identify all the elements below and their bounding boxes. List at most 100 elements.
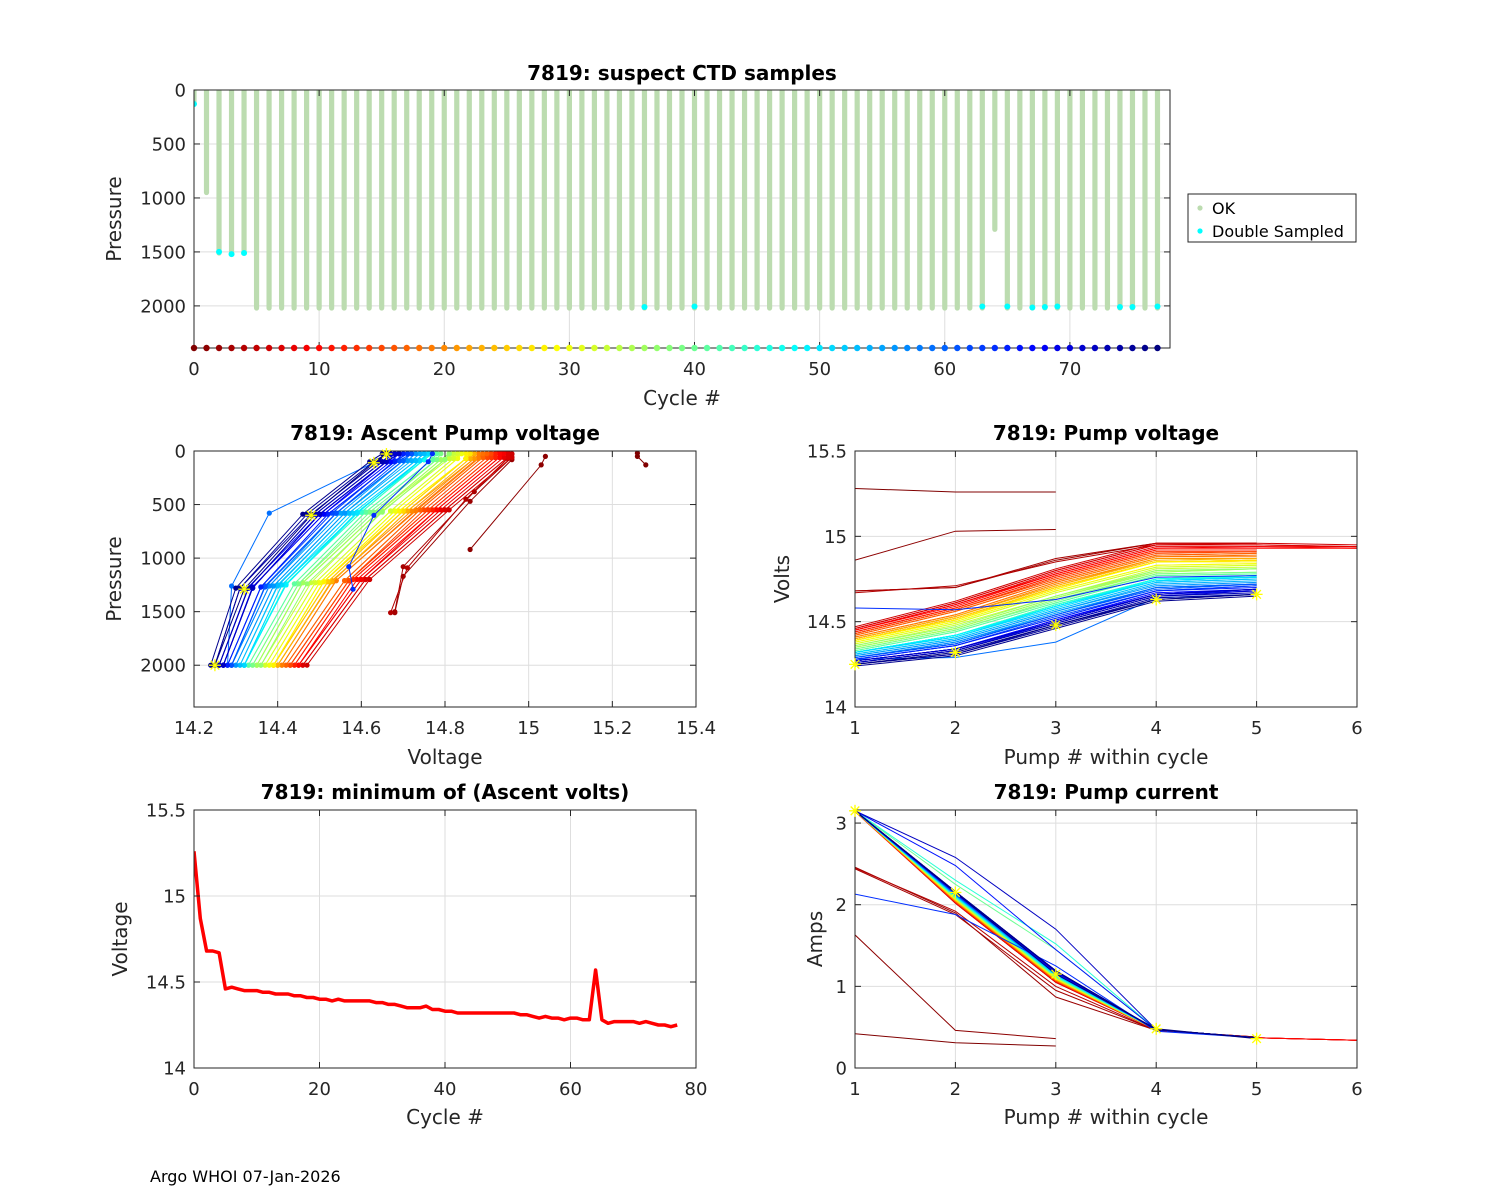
x-tick-label: 4 — [1150, 1079, 1161, 1100]
highlight-star-marker — [380, 447, 393, 460]
ascent-profile-line — [260, 453, 454, 666]
double-sampled-marker — [1154, 303, 1161, 310]
cycle-color-marker — [853, 344, 861, 352]
axes: 0 10 20 30 40 50 60 70 0 500 1000 1500 2000 — [140, 81, 1171, 380]
pump-current-line — [855, 893, 1257, 1039]
plot-marks — [855, 488, 1357, 667]
cycle-color-marker — [641, 344, 648, 352]
cycle-color-marker — [503, 344, 511, 352]
axes: 0 20 40 60 80 14 14.5 15 15.5 — [146, 801, 708, 1101]
ascent-profile-point — [375, 509, 381, 515]
ascent-profile-point — [291, 662, 297, 668]
ascent-profile-point — [367, 509, 373, 515]
x-tick-label: 14.8 — [425, 718, 465, 739]
x-tick-label: 0 — [188, 359, 199, 380]
cycle-color-marker — [778, 344, 786, 352]
y-axis-label: Voltage — [108, 901, 132, 976]
ascent-profile-point — [342, 578, 348, 584]
ascent-profile-point — [455, 455, 461, 462]
ascent-profile-point — [312, 580, 318, 586]
cycle-color-marker — [278, 344, 285, 352]
cycle-color-marker — [553, 344, 561, 352]
y-tick-label: 0 — [175, 81, 186, 102]
x-tick-label: 5 — [1251, 1079, 1262, 1100]
ascent-profile-point — [333, 510, 339, 516]
ascent-profile-point — [505, 451, 511, 457]
legend-box — [1187, 193, 1357, 243]
ascent-profile-point — [442, 507, 448, 513]
ascent-profile-point — [400, 564, 406, 570]
ascent-profile-point — [396, 508, 402, 514]
ascent-profile-point — [325, 511, 331, 517]
ascent-profile-point — [321, 511, 327, 517]
x-tick-label: 40 — [683, 359, 706, 380]
ascent-profile-point — [396, 451, 402, 457]
ascent-profile-point — [404, 508, 410, 514]
x-tick-label: 40 — [434, 1079, 457, 1100]
double-sampled-marker — [1004, 303, 1011, 310]
x-tick-label: 10 — [308, 359, 331, 380]
chart-title: 7819: Pump current — [994, 780, 1219, 804]
y-tick-label: 2000 — [140, 656, 186, 677]
cycle-color-marker — [891, 344, 898, 352]
ascent-profile-point — [254, 662, 260, 668]
min-volts-line — [194, 851, 678, 1029]
double-sampled-marker — [228, 251, 235, 258]
highlight-star-marker — [849, 658, 861, 671]
cycle-color-marker — [703, 344, 711, 352]
pump-voltage-line — [855, 563, 1257, 643]
cycle-color-marker — [1066, 344, 1074, 352]
x-tick-label: 14.4 — [258, 718, 298, 739]
ascent-profile-line — [243, 453, 429, 666]
double-sampled-marker — [979, 303, 986, 310]
ascent-profile-point — [346, 564, 352, 570]
pump-voltage-line — [855, 571, 1257, 650]
x-axis-label: Cycle # — [406, 1105, 484, 1129]
cycle-color-marker — [391, 344, 398, 352]
pump-voltage-line — [855, 576, 1257, 653]
ascent-profile-point — [316, 580, 323, 586]
y-tick-label: 1500 — [140, 242, 186, 263]
ascent-profile-point — [362, 509, 369, 515]
ascent-profile-point — [417, 451, 423, 457]
cycle-color-marker — [403, 344, 410, 352]
legend-ok-marker — [1197, 205, 1203, 211]
cycle-color-marker — [1041, 344, 1049, 352]
legend-double-sampled-label: Double Sampled — [1212, 222, 1344, 241]
ascent-profile-point — [438, 507, 444, 513]
plot-marks — [194, 90, 1161, 311]
cycle-color-marker — [453, 344, 460, 352]
cycle-color-marker — [879, 344, 886, 352]
ascent-profile-point — [429, 457, 435, 463]
cycle-color-marker — [728, 344, 736, 352]
double-sampled-marker — [1116, 303, 1123, 310]
ascent-profile-point — [237, 662, 243, 668]
ascent-profile-point — [350, 586, 356, 592]
pump-voltage-line — [855, 581, 1257, 657]
y-tick-label: 15.5 — [146, 801, 186, 822]
pump-voltage-line — [855, 488, 1056, 493]
cycle-color-marker — [516, 344, 523, 352]
ascent-profile-point — [316, 511, 323, 517]
pump-voltage-line — [855, 561, 1257, 641]
ascent-profile-point — [379, 459, 385, 465]
pump-voltage-line — [855, 547, 1357, 631]
y-tick-label: 3 — [836, 814, 847, 835]
ascent-profile-point — [413, 458, 419, 464]
pump-voltage-line — [855, 558, 1257, 640]
cycle-color-marker — [716, 344, 723, 352]
cycle-color-marker — [866, 344, 873, 352]
ascent-profile-point — [413, 508, 419, 514]
legend: OK Double Sampled — [1187, 193, 1357, 243]
overlay-marks — [208, 447, 393, 672]
ascent-profile-point — [488, 451, 494, 457]
ascent-profile-point — [404, 565, 410, 571]
x-tick-label: 15.2 — [592, 718, 632, 739]
ascent-profile-point — [509, 454, 515, 460]
cycle-color-marker — [1141, 344, 1149, 352]
ascent-profile-point — [480, 451, 486, 457]
ascent-profile-point — [492, 451, 498, 457]
ascent-profile-point — [367, 576, 373, 583]
overlay-marks — [190, 344, 1161, 352]
ascent-profile-point — [442, 457, 448, 463]
